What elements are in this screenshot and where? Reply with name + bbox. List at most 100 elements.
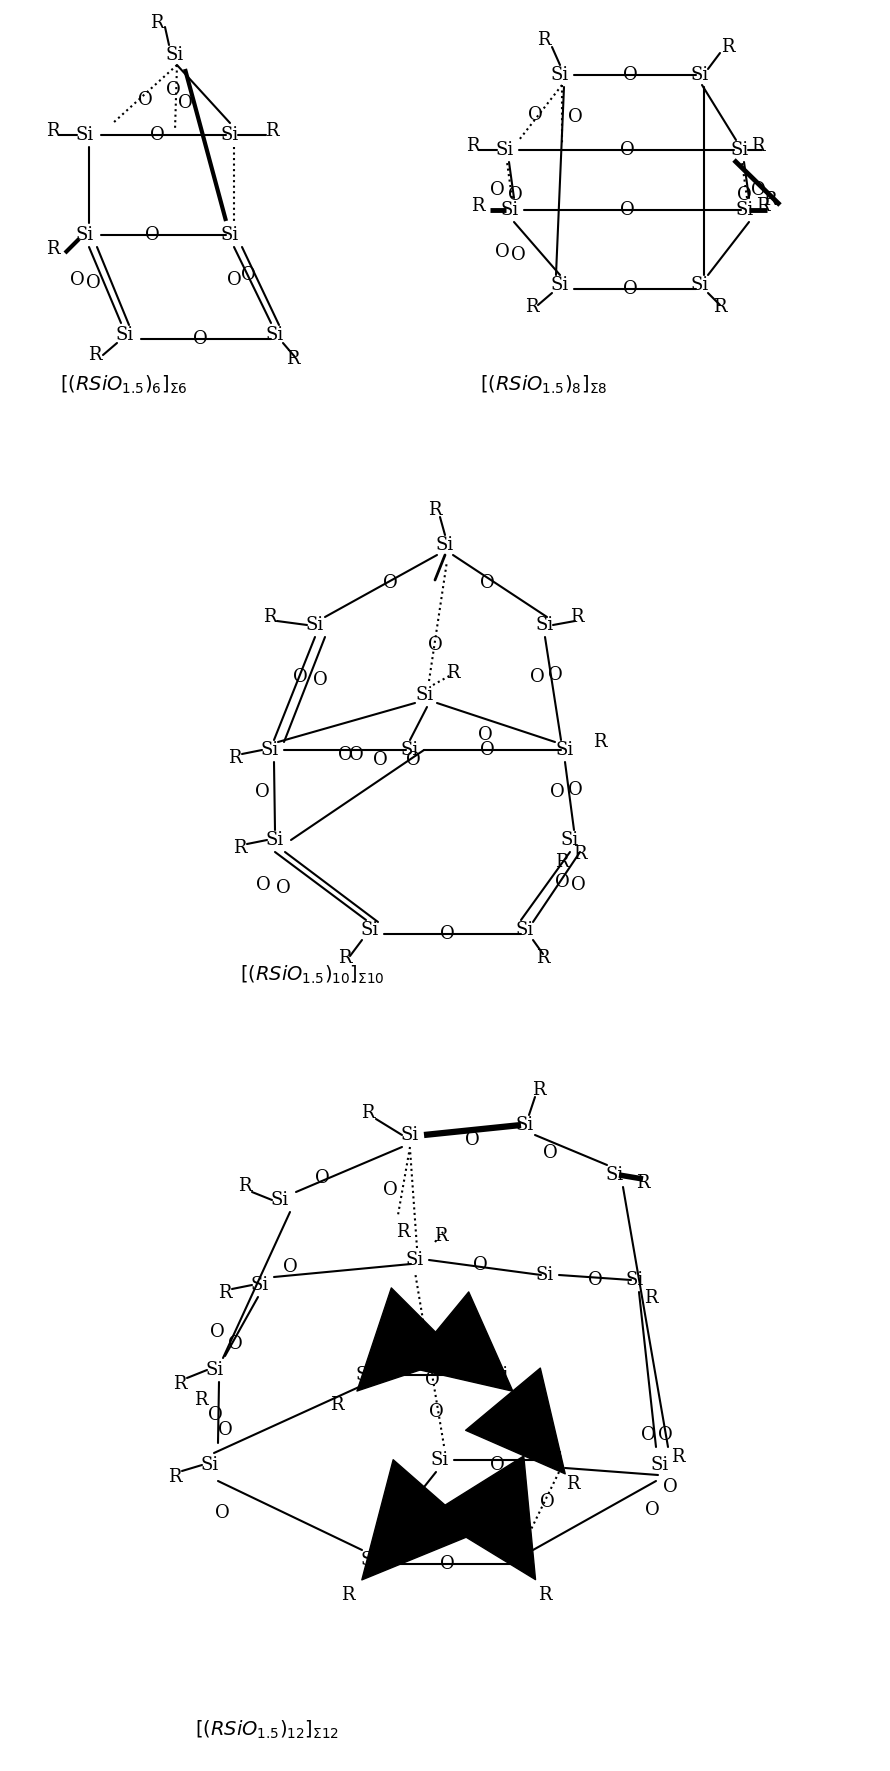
Text: O: O xyxy=(214,1504,230,1521)
Text: O: O xyxy=(166,81,181,99)
Text: O: O xyxy=(440,1555,455,1573)
Text: R: R xyxy=(594,733,607,751)
Text: R: R xyxy=(265,122,279,140)
Text: Si: Si xyxy=(556,740,574,760)
Text: R: R xyxy=(338,949,352,967)
Text: O: O xyxy=(425,1371,440,1388)
Text: Si: Si xyxy=(201,1456,219,1473)
Text: O: O xyxy=(255,783,270,800)
Text: R: R xyxy=(671,1449,684,1466)
Text: R: R xyxy=(168,1468,182,1486)
Text: Si: Si xyxy=(516,1551,534,1569)
Text: O: O xyxy=(337,746,352,763)
Text: O: O xyxy=(619,200,635,220)
Text: R: R xyxy=(515,1396,529,1413)
Text: R: R xyxy=(287,351,300,368)
Text: O: O xyxy=(192,329,207,347)
Text: O: O xyxy=(276,878,290,896)
Text: Si: Si xyxy=(221,227,239,244)
Text: R: R xyxy=(566,1475,579,1493)
Text: R: R xyxy=(555,854,569,871)
Text: O: O xyxy=(429,1403,443,1420)
Text: O: O xyxy=(478,726,492,744)
Text: O: O xyxy=(293,668,307,685)
Text: R: R xyxy=(361,1103,375,1123)
Text: Si: Si xyxy=(436,537,454,554)
Text: R: R xyxy=(713,298,727,315)
Text: Si: Si xyxy=(501,200,519,220)
Text: O: O xyxy=(69,271,85,289)
Text: O: O xyxy=(750,181,765,198)
Text: O: O xyxy=(312,671,328,689)
Text: O: O xyxy=(543,1144,557,1162)
Text: $[(RSiO_{1.5})_{10}]_{\Sigma 10}$: $[(RSiO_{1.5})_{10}]_{\Sigma 10}$ xyxy=(240,963,384,986)
Text: R: R xyxy=(756,197,770,214)
Text: O: O xyxy=(218,1420,232,1440)
Text: Si: Si xyxy=(731,142,749,159)
Text: O: O xyxy=(490,1456,505,1473)
Text: Si: Si xyxy=(221,126,239,143)
Text: Si: Si xyxy=(651,1456,669,1473)
Text: O: O xyxy=(530,668,545,685)
Text: R: R xyxy=(263,607,277,625)
Text: O: O xyxy=(623,66,637,83)
Text: R: R xyxy=(538,1587,552,1605)
Text: Si: Si xyxy=(546,1450,564,1468)
Text: O: O xyxy=(663,1479,677,1496)
Text: O: O xyxy=(644,1502,659,1520)
Text: O: O xyxy=(623,280,637,298)
Text: R: R xyxy=(330,1396,344,1413)
Text: Si: Si xyxy=(626,1272,644,1289)
Text: O: O xyxy=(178,94,192,112)
Text: R: R xyxy=(396,1224,409,1241)
Text: O: O xyxy=(228,1335,242,1353)
Text: R: R xyxy=(194,1390,207,1410)
Text: Si: Si xyxy=(266,831,284,848)
Text: R: R xyxy=(525,298,538,315)
Text: Si: Si xyxy=(516,921,534,939)
Text: Si: Si xyxy=(606,1165,624,1185)
Text: R: R xyxy=(636,1174,650,1192)
Text: O: O xyxy=(480,740,494,760)
Text: $[(RSiO_{1.5})_{12}]_{\Sigma 12}$: $[(RSiO_{1.5})_{12}]_{\Sigma 12}$ xyxy=(195,1720,339,1741)
Text: Si: Si xyxy=(116,326,134,344)
Text: R: R xyxy=(644,1289,658,1307)
Text: O: O xyxy=(240,266,255,283)
Text: O: O xyxy=(495,243,509,260)
Text: O: O xyxy=(425,1496,440,1514)
Text: O: O xyxy=(85,275,101,292)
Text: O: O xyxy=(550,783,564,800)
Text: O: O xyxy=(427,636,442,653)
Text: O: O xyxy=(737,186,751,204)
Text: O: O xyxy=(406,751,420,769)
Text: O: O xyxy=(383,574,397,592)
Text: O: O xyxy=(554,873,570,891)
Text: Si: Si xyxy=(306,616,324,634)
Text: Si: Si xyxy=(360,1551,379,1569)
Text: O: O xyxy=(465,1132,480,1149)
Text: Si: Si xyxy=(496,142,514,159)
Text: O: O xyxy=(255,877,271,894)
Text: Si: Si xyxy=(431,1450,449,1468)
Text: O: O xyxy=(227,271,241,289)
Text: R: R xyxy=(46,122,60,140)
Text: Si: Si xyxy=(266,326,284,344)
Text: R: R xyxy=(751,136,765,156)
Text: R: R xyxy=(466,136,480,156)
Text: O: O xyxy=(315,1169,329,1187)
Text: Si: Si xyxy=(736,200,754,220)
Text: O: O xyxy=(568,108,582,126)
Text: Si: Si xyxy=(251,1275,269,1295)
Text: $[(RSiO_{1.5})_6]_{\Sigma 6}$: $[(RSiO_{1.5})_6]_{\Sigma 6}$ xyxy=(60,374,188,397)
Text: R: R xyxy=(538,32,551,50)
Text: Si: Si xyxy=(551,66,569,83)
Text: O: O xyxy=(373,751,387,769)
Text: O: O xyxy=(528,106,542,124)
Text: O: O xyxy=(144,227,159,244)
Text: O: O xyxy=(210,1323,224,1341)
Text: R: R xyxy=(46,241,60,259)
Text: O: O xyxy=(587,1272,603,1289)
Text: Si: Si xyxy=(356,1365,374,1383)
Text: Si: Si xyxy=(76,126,94,143)
Text: R: R xyxy=(570,607,584,625)
